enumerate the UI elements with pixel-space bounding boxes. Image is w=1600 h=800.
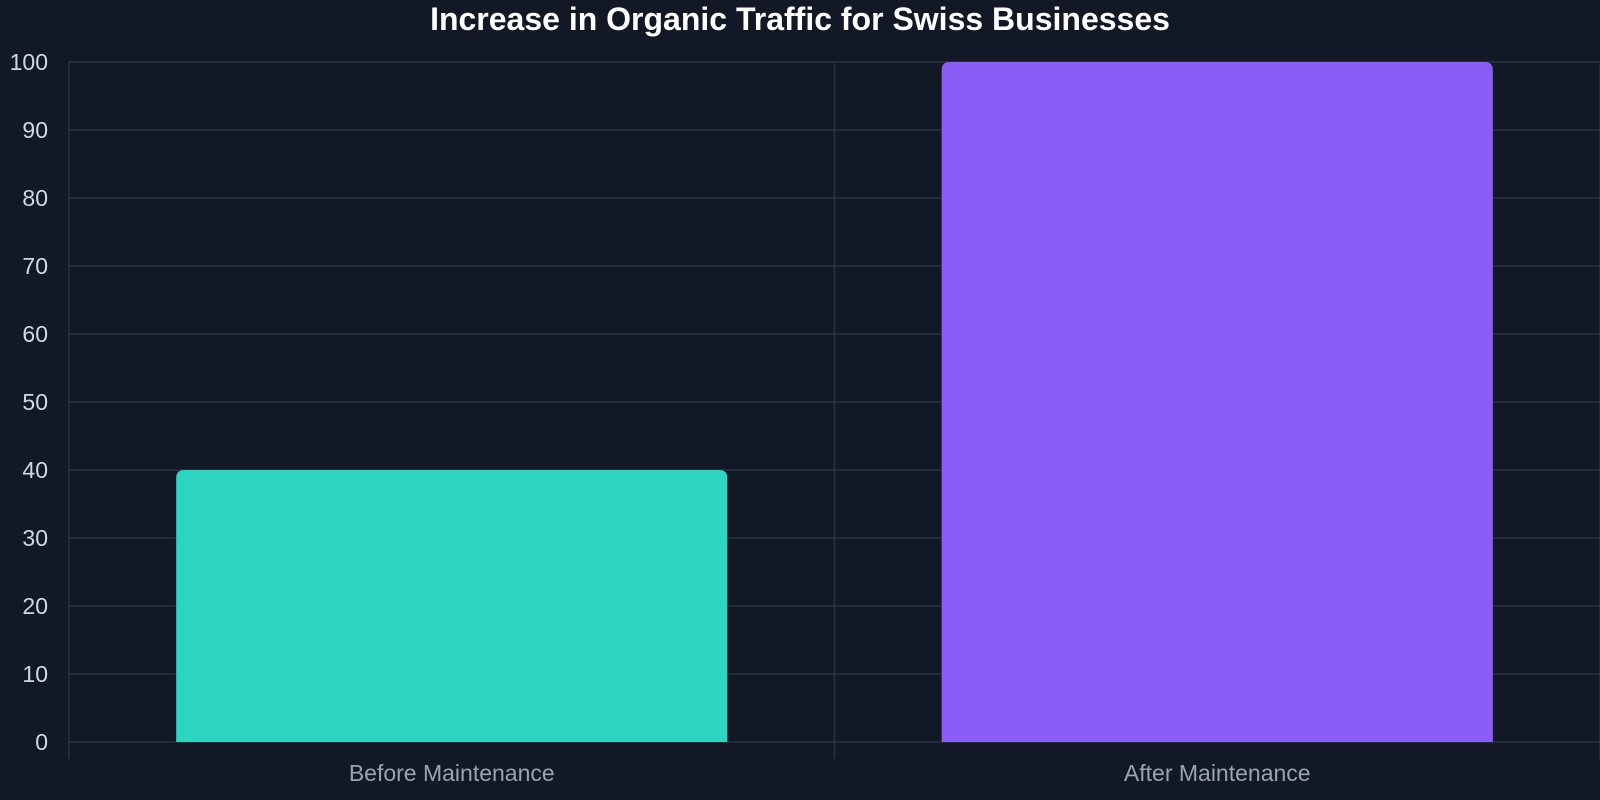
bar-before-maintenance xyxy=(176,470,728,742)
y-tick-label: 80 xyxy=(22,185,48,211)
bar-after-maintenance xyxy=(941,62,1493,742)
y-tick-label: 90 xyxy=(22,117,48,143)
y-tick-label: 60 xyxy=(22,321,48,347)
y-tick-label: 10 xyxy=(22,661,48,687)
y-tick-label: 100 xyxy=(10,49,48,75)
y-tick-label: 30 xyxy=(22,525,48,551)
y-tick-label: 40 xyxy=(22,457,48,483)
y-tick-label: 0 xyxy=(35,729,48,755)
y-tick-label: 20 xyxy=(22,593,48,619)
bar-layer xyxy=(176,62,1493,742)
y-tick-label: 70 xyxy=(22,253,48,279)
x-tick-label: After Maintenance xyxy=(1124,760,1311,786)
y-axis: 0 10 20 30 40 50 60 70 80 90 100 xyxy=(10,49,48,755)
chart-title: Increase in Organic Traffic for Swiss Bu… xyxy=(430,1,1170,37)
x-tick-label: Before Maintenance xyxy=(349,760,555,786)
y-tick-label: 50 xyxy=(22,389,48,415)
x-axis: Before Maintenance After Maintenance xyxy=(349,760,1311,786)
